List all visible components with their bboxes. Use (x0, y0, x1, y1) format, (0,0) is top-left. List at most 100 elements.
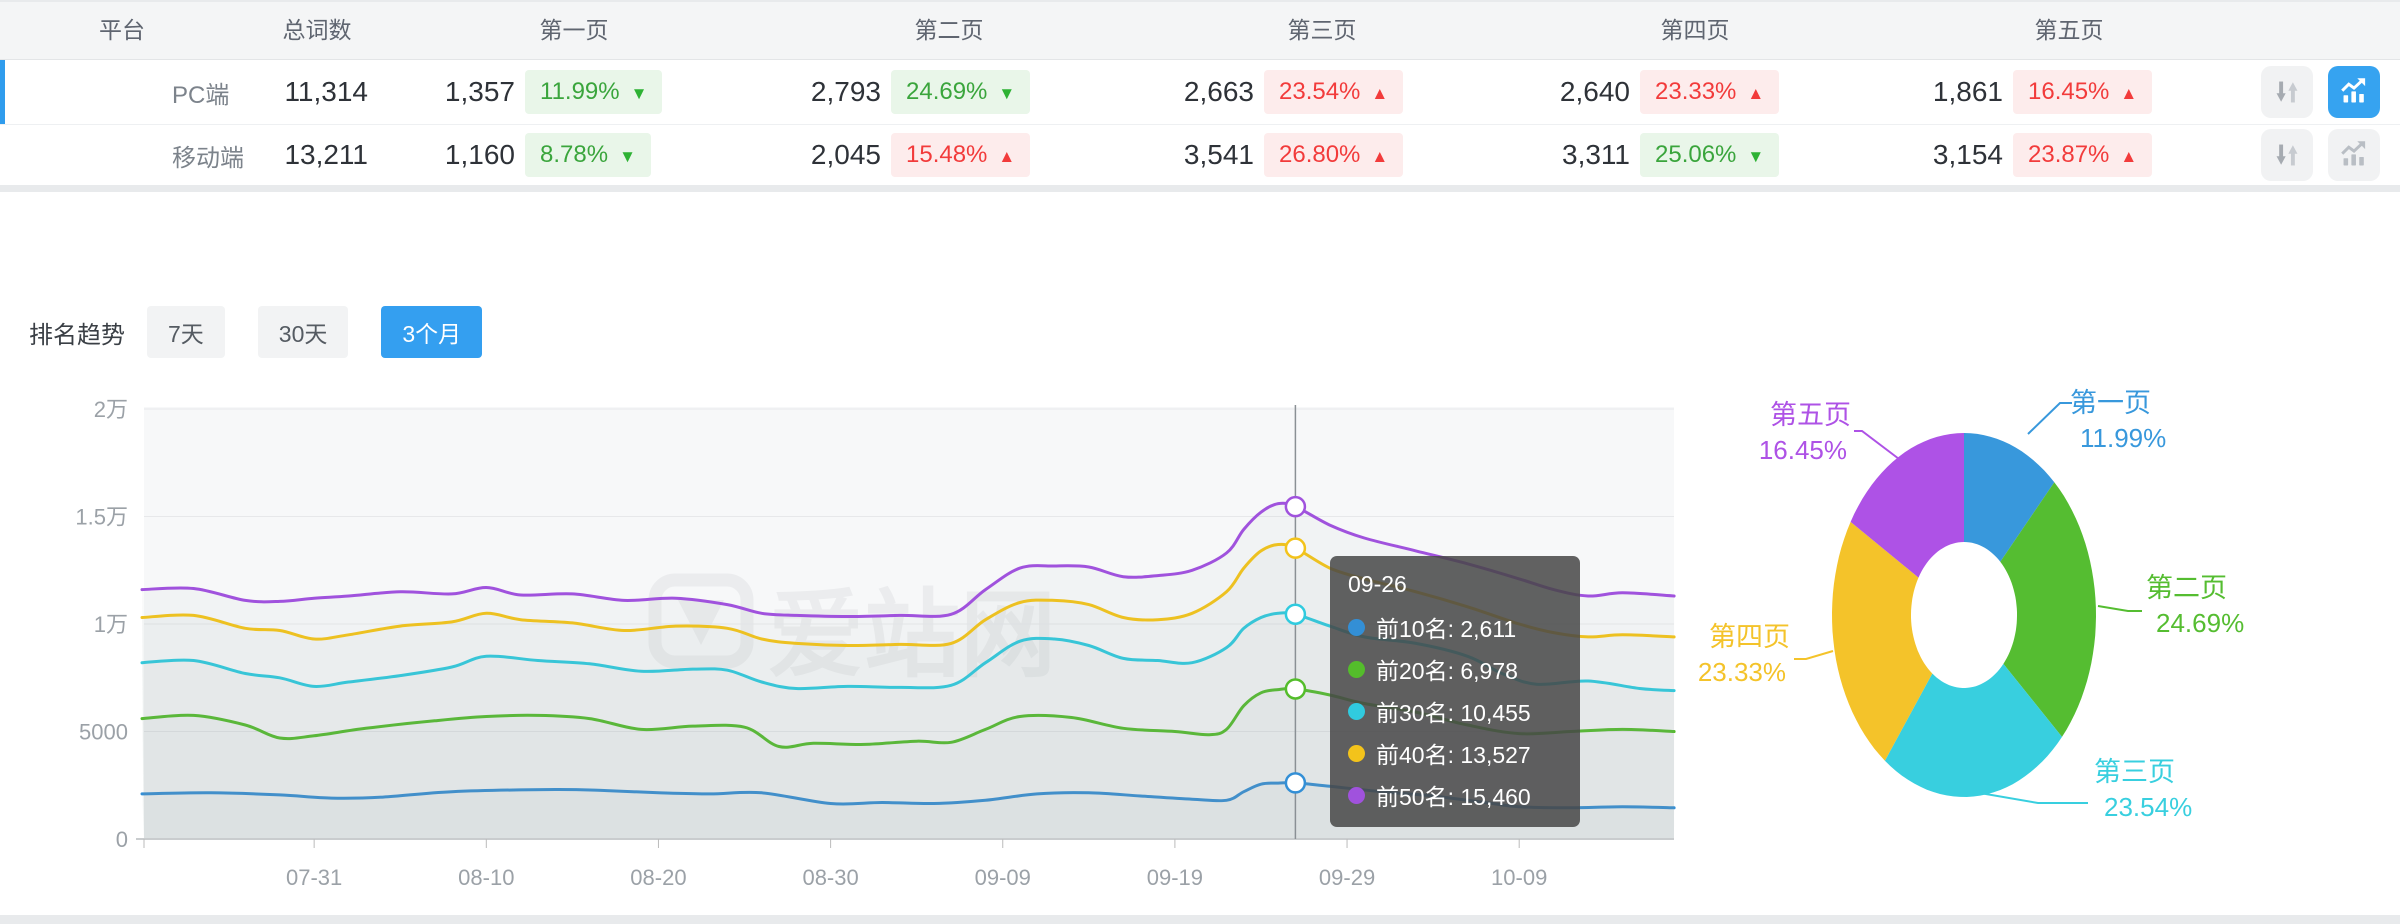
page5-pct-badge: 23.87% ▲ (2003, 133, 2175, 177)
marker-前10名 (1284, 772, 1307, 794)
trend-chart-icon (2341, 141, 2366, 166)
marker-前40名 (1284, 537, 1307, 559)
x-axis-tick-label: 08-20 (630, 865, 686, 890)
platform-label: 移动端 (172, 144, 244, 172)
x-axis-tick-label: 09-19 (1147, 865, 1203, 890)
page1-pct-badge: 11.99% ▼ (515, 70, 687, 114)
pct-value: 23.33% (1655, 78, 1737, 105)
pct-value: 8.78% (540, 141, 609, 168)
page4-count: 3,311 (1562, 139, 1630, 170)
pct-value: 24.69% (906, 78, 988, 105)
column-header-platform: 平台 (99, 17, 145, 43)
total-words-value: 13,211 (284, 139, 368, 170)
trend-chart-button[interactable] (2328, 66, 2380, 118)
page5-count: 1,861 (1932, 76, 2003, 107)
tab-3months[interactable]: 3个月 (381, 306, 483, 358)
donut-slice-第四页[interactable] (1832, 521, 1933, 761)
trend-chart-icon (2341, 78, 2366, 103)
page2-count: 2,045 (810, 139, 881, 170)
trend-toolbar: 排名趋势 7天 30天 3个月 (29, 306, 515, 358)
page3-count: 3,541 (1183, 139, 1254, 170)
table-row-mobile[interactable]: 移动端 13,211 1,160 8.78% ▼ 2,045 15.48% ▲ 3,541 2… (0, 125, 2400, 185)
arrow-up-icon: ▲ (1371, 83, 1389, 103)
arrow-up-icon: ▲ (1747, 83, 1765, 103)
donut-label-leader (1979, 792, 2088, 804)
arrow-down-icon: ▼ (630, 83, 648, 103)
column-header-page3: 第三页 (1287, 17, 1357, 43)
line-前50名[interactable] (140, 501, 1676, 619)
sort-arrows-icon (2276, 81, 2298, 103)
arrow-up-icon: ▲ (1371, 146, 1389, 166)
donut-label-leader (2097, 605, 2142, 612)
donut-slice-pct: 23.33% (1698, 657, 1786, 687)
y-axis-tick-label: 2万 (94, 397, 128, 422)
column-header-page1: 第一页 (539, 17, 609, 43)
page1-pct-badge: 8.78% ▼ (515, 133, 687, 177)
donut-label-leader (1794, 650, 1834, 660)
arrow-down-icon: ▼ (998, 83, 1016, 103)
column-header-page2: 第二页 (914, 17, 984, 43)
pct-value: 23.54% (1279, 78, 1361, 105)
pct-value: 25.06% (1655, 141, 1737, 168)
donut-slice-pct: 11.99% (2080, 423, 2166, 453)
y-axis-tick-label: 1.5万 (75, 505, 128, 530)
x-axis-tick-label: 08-10 (458, 865, 514, 890)
platform-label: PC端 (172, 81, 230, 109)
donut-slice-第三页[interactable] (1884, 663, 2062, 797)
page4-pct-badge: 23.33% ▲ (1630, 70, 1802, 114)
y-axis-tick-label: 0 (116, 827, 128, 852)
donut-label-leader (1854, 430, 1900, 460)
donut-slice-pct: 24.69% (2156, 608, 2244, 638)
page3-pct-badge: 23.54% ▲ (1254, 70, 1426, 114)
total-words-value: 11,314 (284, 76, 368, 107)
area-前20名 (142, 688, 1675, 839)
tab-30days[interactable]: 30天 (257, 306, 349, 358)
donut-slice-label: 第五页 (1770, 400, 1851, 430)
marker-前20名 (1284, 678, 1307, 700)
row-actions (2175, 66, 2400, 118)
y-axis-tick-label: 1万 (94, 612, 128, 637)
table-row-pc[interactable]: PC端 11,314 1,357 11.99% ▼ 2,793 24.69% ▼ 2,663… (0, 60, 2400, 125)
donut-slice-pct: 16.45% (1759, 435, 1847, 465)
page5-count: 3,154 (1932, 139, 2003, 170)
site-watermark: 爱站网 (648, 573, 1056, 689)
donut-slice-第五页[interactable] (1850, 433, 1964, 578)
pct-value: 11.99% (540, 78, 620, 105)
marker-前50名 (1284, 495, 1307, 518)
arrow-up-icon: ▲ (2120, 83, 2138, 103)
trend-title: 排名趋势 (29, 321, 125, 349)
page5-pct-badge: 16.45% ▲ (2003, 70, 2175, 114)
pct-value: 23.87% (2028, 141, 2110, 168)
trend-chart-button[interactable] (2328, 129, 2380, 181)
area-前10名 (142, 782, 1675, 839)
tab-7days[interactable]: 7天 (147, 306, 225, 358)
x-axis-tick-label: 09-09 (975, 865, 1031, 890)
arrow-down-icon: ▼ (1747, 146, 1765, 166)
pct-value: 15.48% (906, 141, 988, 168)
sort-button[interactable] (2261, 66, 2313, 118)
donut-slice-label: 第二页 (2146, 573, 2227, 603)
sort-arrows-icon (2276, 144, 2298, 166)
table-header-row: 平台 总词数 第一页 第二页 第三页 第四页 第五页 (0, 2, 2400, 60)
x-axis-tick-label: 07-31 (286, 865, 342, 890)
column-header-page5: 第五页 (2034, 17, 2104, 43)
arrow-up-icon: ▲ (998, 146, 1016, 166)
area-前50名 (142, 503, 1675, 839)
marker-前30名 (1284, 603, 1307, 625)
x-axis-tick-label: 09-29 (1319, 865, 1375, 890)
page3-pct-badge: 26.80% ▲ (1254, 133, 1426, 177)
row-actions (2175, 129, 2400, 181)
arrow-down-icon: ▼ (619, 146, 636, 166)
arrow-up-icon: ▲ (2120, 146, 2138, 166)
donut-slice-第二页[interactable] (2000, 482, 2096, 737)
sort-button[interactable] (2261, 129, 2313, 181)
donut-slice-label: 第四页 (1709, 622, 1790, 652)
page1-count: 1,160 (444, 139, 515, 170)
svg-text:爱站网: 爱站网 (768, 582, 1056, 689)
page1-count: 1,357 (444, 76, 515, 107)
donut-label-leader (2027, 402, 2072, 435)
y-axis-tick-label: 5000 (79, 720, 128, 745)
donut-slice-第一页[interactable] (1964, 433, 2055, 562)
column-header-total: 总词数 (282, 17, 352, 43)
pct-value: 26.80% (1279, 141, 1361, 168)
